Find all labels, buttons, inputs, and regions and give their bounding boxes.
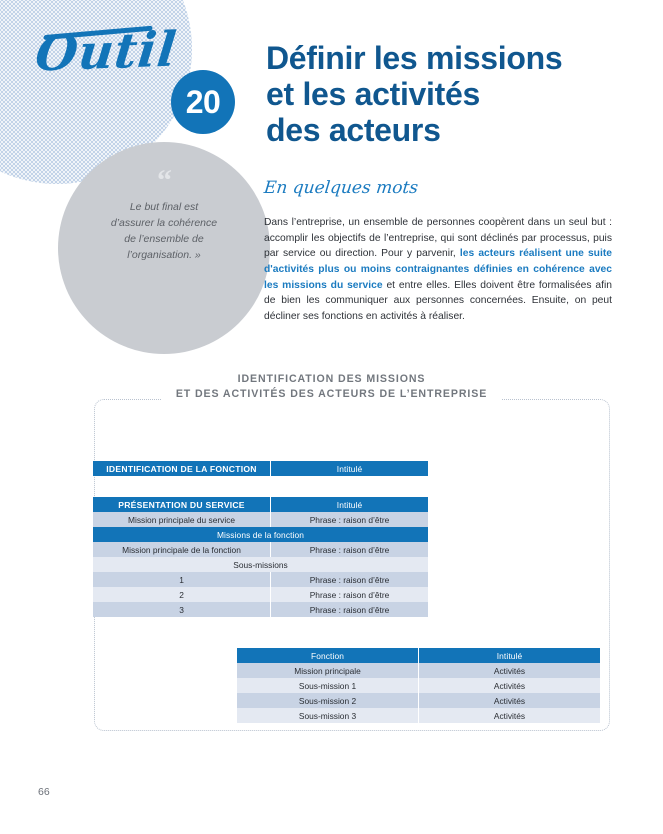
- cell-fonction-name: Sous-mission 1: [237, 678, 419, 693]
- cell-header-presentation-service: PRÉSENTATION DU SERVICE: [93, 497, 272, 512]
- table-identification-fonction: IDENTIFICATION DE LA FONCTION Intitulé: [93, 461, 428, 476]
- table-row: Sous-mission 2 Activités: [237, 693, 600, 708]
- figure-heading-line-1: IDENTIFICATION DES MISSIONS: [237, 373, 426, 385]
- cell-header-intitule: Intitulé: [270, 497, 428, 512]
- cell-phrase-raison-etre: Phrase : raison d’être: [270, 587, 428, 602]
- table-row: Mission principale du service Phrase : r…: [93, 512, 428, 527]
- page-title: Définir les missions et les activités de…: [266, 40, 636, 148]
- quote-line-1: Le but final est: [129, 201, 199, 213]
- quote-line-4: l’organisation. »: [127, 249, 201, 261]
- cell-phrase-raison-etre: Phrase : raison d’être: [270, 572, 428, 587]
- page-title-line-1: Définir les missions: [266, 40, 563, 76]
- figure-heading-line-2: ET DES ACTIVITÉS DES ACTEURS DE L’ENTREP…: [161, 387, 502, 402]
- cell-fonction-name: Sous-mission 2: [237, 693, 419, 708]
- figure-heading: IDENTIFICATION DES MISSIONS ET DES ACTIV…: [0, 372, 663, 402]
- cell-activites: Activités: [418, 678, 600, 693]
- cell-phrase-raison-etre: Phrase : raison d’être: [270, 512, 428, 527]
- page-title-line-3: des acteurs: [266, 112, 441, 148]
- cell-activites: Activités: [418, 708, 600, 723]
- cell-sous-mission-index: 2: [93, 587, 272, 602]
- quote-mark-icon: “: [157, 164, 172, 197]
- table-row: Mission principale Activités: [237, 663, 600, 678]
- cell-phrase-raison-etre: Phrase : raison d’être: [270, 602, 428, 617]
- cell-header-intitule: Intitulé: [418, 648, 600, 663]
- cell-mission-principale-fonction: Mission principale de la fonction: [93, 542, 272, 557]
- intro-text-highlight: les acteurs réalisent une suite d'activi…: [264, 248, 612, 291]
- cell-fonction-name: Mission principale: [237, 663, 419, 678]
- quote-line-2: d’assurer la cohérence: [110, 217, 218, 229]
- tool-label: Outil: [32, 21, 180, 83]
- cell-mission-principale-service: Mission principale du service: [93, 512, 272, 527]
- table-row: PRÉSENTATION DU SERVICE Intitulé: [93, 497, 428, 512]
- cell-header-identification: IDENTIFICATION DE LA FONCTION: [93, 461, 272, 476]
- cell-band-missions-fonction: Missions de la fonction: [93, 527, 428, 542]
- cell-fonction-name: Sous-mission 3: [237, 708, 419, 723]
- quote-callout-circle: “ Le but final est d’assurer la cohérenc…: [58, 142, 270, 354]
- intro-text-part2: et entre elles. Elles doivent être forma…: [264, 279, 612, 322]
- table-row: IDENTIFICATION DE LA FONCTION Intitulé: [93, 461, 428, 476]
- table-row: Sous-mission 3 Activités: [237, 708, 600, 723]
- cell-sous-mission-index: 1: [93, 572, 272, 587]
- table-row-band: Sous-missions: [93, 557, 428, 572]
- cell-activites: Activités: [418, 663, 600, 678]
- intro-paragraph: Dans l’entreprise, un ensemble de person…: [264, 215, 612, 324]
- table-row: Mission principale de la fonction Phrase…: [93, 542, 428, 557]
- cell-header-fonction: Fonction: [237, 648, 419, 663]
- table-presentation-service: PRÉSENTATION DU SERVICE Intitulé Mission…: [93, 497, 428, 617]
- table-row: 1 Phrase : raison d’être: [93, 572, 428, 587]
- cell-phrase-raison-etre: Phrase : raison d’être: [270, 542, 428, 557]
- table-row: Fonction Intitulé: [237, 648, 600, 663]
- page-number: 66: [38, 786, 50, 798]
- intro-text-part1: Dans l’entreprise, un ensemble de person…: [264, 217, 612, 260]
- table-row: 2 Phrase : raison d’être: [93, 587, 428, 602]
- tool-number-badge: 20: [171, 70, 235, 134]
- cell-activites: Activités: [418, 693, 600, 708]
- table-activites: Fonction Intitulé Mission principale Act…: [237, 648, 600, 723]
- quote-text: Le but final est d’assurer la cohérence …: [89, 199, 239, 263]
- quote-line-3: de l’ensemble de: [124, 233, 204, 245]
- cell-sous-mission-index: 3: [93, 602, 272, 617]
- page-title-line-2: et les activités: [266, 76, 480, 112]
- cell-band-sous-missions: Sous-missions: [93, 557, 428, 572]
- table-row: Sous-mission 1 Activités: [237, 678, 600, 693]
- section-subtitle: En quelques mots: [262, 178, 420, 198]
- table-row-band: Missions de la fonction: [93, 527, 428, 542]
- cell-header-intitule: Intitulé: [270, 461, 428, 476]
- table-row: 3 Phrase : raison d’être: [93, 602, 428, 617]
